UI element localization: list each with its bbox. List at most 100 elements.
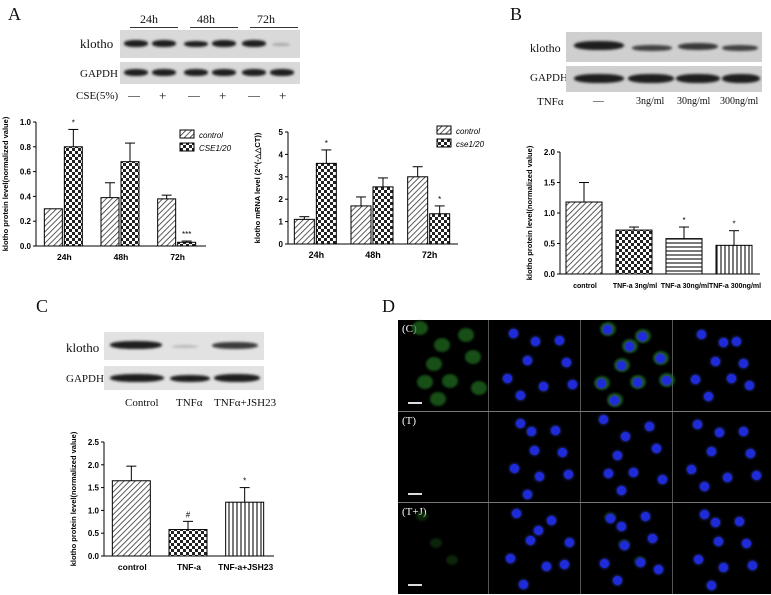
lane-b-4: 300ng/ml (720, 96, 759, 107)
bar (177, 241, 197, 247)
time-label-72h: 72h (257, 12, 275, 26)
cell-nucleus (711, 357, 720, 366)
cell-nucleus (523, 490, 532, 499)
bar (168, 529, 208, 557)
cell-nucleus (697, 330, 706, 339)
chart-a-mrna: 0 1 2 3 4 5 klotho mRNA level (2^(-△△CT)) * 24h 4… (253, 125, 485, 260)
cell-cytoplasm (416, 511, 428, 521)
mic-label-tnf-jsh: (T+J) (402, 506, 427, 518)
cell-nucleus (714, 537, 723, 546)
y-tick-label: 1.5 (544, 179, 556, 188)
cell-cytoplasm (426, 357, 442, 371)
mic-divider-v1 (488, 320, 489, 594)
x-tick-label: 24h (57, 252, 72, 262)
cell-nucleus (719, 338, 728, 347)
cell-nucleus (512, 509, 521, 518)
cell-nucleus (732, 337, 741, 346)
blot-c-klotho (104, 332, 264, 360)
significance-mark: * (682, 216, 685, 225)
cell-nucleus (562, 358, 571, 367)
legend-swatch (436, 125, 452, 135)
cell-nucleus (610, 396, 619, 405)
cse-sign-5: — (248, 88, 260, 102)
cell-nucleus (700, 510, 709, 519)
bar (293, 218, 315, 245)
x-tick-label: control (118, 562, 147, 572)
legend-label: control (456, 127, 480, 136)
cell-nucleus (560, 560, 569, 569)
x-tick-label: TNF-a 300ng/ml (709, 283, 761, 290)
cse-sign-6: + (279, 88, 287, 103)
cell-nucleus (558, 448, 567, 457)
scale-bar-3 (408, 584, 422, 586)
cell-nucleus (597, 379, 606, 388)
cell-nucleus (542, 562, 551, 571)
cell-nucleus (707, 447, 716, 456)
x-tick-label: 72h (170, 252, 185, 262)
cell-nucleus (739, 359, 748, 368)
legend-label: cse1/20 (456, 140, 485, 149)
panel-a-letter: A (8, 4, 21, 24)
cell-nucleus (534, 526, 543, 535)
cell-nucleus (656, 354, 665, 363)
x-tick-label: 72h (422, 250, 438, 260)
cell-nucleus (746, 449, 755, 458)
x-tick-label: TNF-a 30ng/ml (661, 283, 709, 290)
cell-nucleus (506, 554, 515, 563)
cell-nucleus (745, 381, 754, 390)
y-tick-label: 0 (279, 240, 284, 249)
cell-nucleus (535, 472, 544, 481)
cell-nucleus (648, 534, 657, 543)
cell-nucleus (723, 473, 732, 482)
blot-b-klotho (566, 32, 762, 62)
y-tick-label: 4 (279, 150, 284, 159)
cell-nucleus (617, 361, 626, 370)
cell-nucleus (539, 382, 548, 391)
y-tick-label: 2 (279, 195, 284, 204)
cell-cytoplasm (434, 338, 450, 352)
x-tick-label: control (573, 283, 597, 290)
cell-nucleus (568, 380, 577, 389)
cell-nucleus (555, 336, 564, 345)
y-tick-label: 1.0 (88, 506, 100, 515)
x-tick-label: TNF-a+JSH23 (218, 562, 273, 572)
cell-nucleus (613, 451, 622, 460)
cell-nucleus (629, 468, 638, 477)
y-tick-label: 2.5 (88, 438, 100, 447)
chart-c-protein: 0.0 0.5 1.0 1.5 2.0 2.5 klotho protein level(n… (69, 431, 274, 572)
legend-swatch (436, 138, 452, 148)
panel-b-letter: B (510, 4, 523, 24)
scale-bar-1 (408, 402, 422, 404)
cell-nucleus (509, 329, 518, 338)
blot-b-klotho-label: klotho (530, 41, 561, 55)
mic-label-tnf: (T) (402, 415, 417, 427)
cell-cytoplasm (458, 328, 474, 342)
bar (350, 205, 372, 245)
blot-a-klotho-label: klotho (80, 36, 114, 51)
microscopy-grid: (C) (T) (T+J) (398, 320, 771, 594)
cell-nucleus (691, 375, 700, 384)
cell-nucleus (531, 337, 540, 346)
cell-nucleus (564, 470, 573, 479)
cell-nucleus (633, 378, 642, 387)
cell-nucleus (620, 541, 629, 550)
blot-c-gapdh (104, 366, 264, 390)
mic-divider-v3 (672, 320, 673, 594)
significance-mark: * (325, 139, 328, 148)
y-tick-label: 0.8 (20, 143, 32, 152)
y-tick-label: 0.2 (20, 217, 32, 226)
cell-nucleus (599, 415, 608, 424)
x-tick-label: TNF-a (177, 562, 201, 572)
legend-label: control (199, 131, 223, 140)
cell-nucleus (694, 555, 703, 564)
cell-nucleus (636, 558, 645, 567)
cell-nucleus (625, 342, 634, 351)
lane-b-1: — (593, 95, 604, 107)
x-tick-label: 24h (309, 250, 325, 260)
cell-nucleus (662, 376, 671, 385)
bar (715, 244, 753, 275)
blot-a-klotho (120, 30, 300, 58)
cell-nucleus (641, 512, 650, 521)
y-tick-label: 1.0 (544, 209, 556, 218)
legend-swatch (179, 142, 195, 152)
